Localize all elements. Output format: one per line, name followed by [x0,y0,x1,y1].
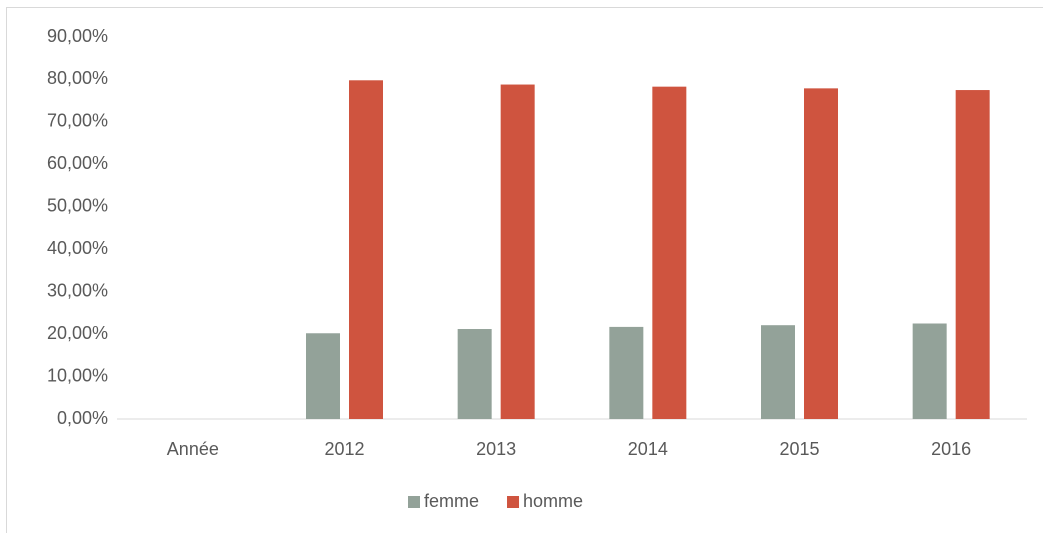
y-tick-label: 60,00% [47,153,108,173]
bar [912,323,947,419]
bar [652,86,687,419]
y-tick-label: 10,00% [47,365,108,385]
bar [761,325,795,419]
bar [955,90,990,420]
x-tick-label: 2015 [779,439,819,459]
y-tick-label: 30,00% [47,280,108,300]
legend-swatch [408,496,420,508]
y-tick-label: 90,00% [47,26,108,46]
bar [609,326,644,419]
legend-label: homme [523,491,583,511]
x-tick-label: 2014 [628,439,668,459]
y-tick-label: 20,00% [47,323,108,343]
bar [306,333,340,419]
y-tick-label: 0,00% [57,408,108,428]
x-tick-label: Année [167,439,219,459]
y-tick-label: 40,00% [47,238,108,258]
x-tick-label: 2016 [931,439,971,459]
y-tick-label: 70,00% [47,111,108,131]
x-tick-label: 2013 [476,439,516,459]
x-tick-label: 2012 [324,439,364,459]
bar [500,84,535,419]
y-tick-label: 80,00% [47,68,108,88]
bar [457,329,492,419]
legend-swatch [507,496,520,508]
y-tick-label: 50,00% [47,196,108,216]
bar [349,80,383,419]
legend-label: femme [424,491,479,511]
bar [804,88,838,419]
